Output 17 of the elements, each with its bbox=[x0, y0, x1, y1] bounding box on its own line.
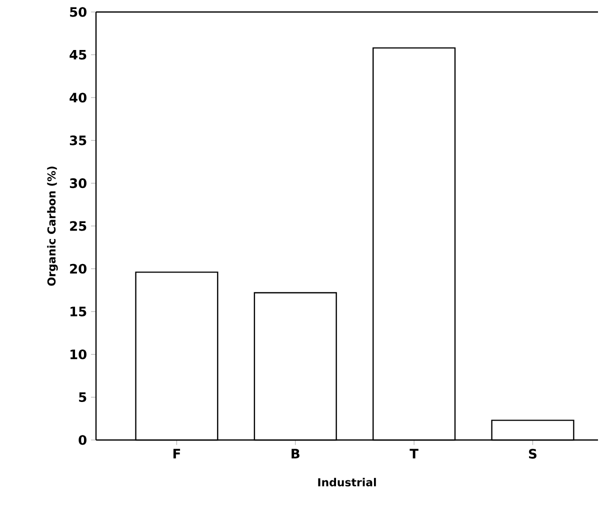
x-tick-label: S bbox=[529, 448, 536, 459]
y-tick-label: 25 bbox=[70, 221, 86, 231]
y-tick-label: 45 bbox=[70, 50, 86, 60]
y-tick-label: 50 bbox=[70, 7, 86, 17]
y-tick-label: 5 bbox=[79, 392, 86, 402]
x-axis-title: Industrial bbox=[318, 478, 376, 486]
y-tick-label: 40 bbox=[70, 92, 86, 102]
y-axis-title: Organic Carbon (%) bbox=[47, 166, 58, 286]
y-tick-label: 10 bbox=[70, 349, 86, 360]
y-tick-label: 15 bbox=[70, 306, 86, 316]
y-tick-label: 20 bbox=[70, 264, 86, 274]
y-tick-label: 35 bbox=[70, 135, 86, 146]
x-tick-label: F bbox=[173, 448, 180, 458]
y-tick-label: 30 bbox=[70, 178, 86, 188]
x-tick-label: T bbox=[410, 448, 418, 458]
y-tick-label: 0 bbox=[78, 435, 86, 445]
x-tick-label: B bbox=[292, 448, 300, 458]
